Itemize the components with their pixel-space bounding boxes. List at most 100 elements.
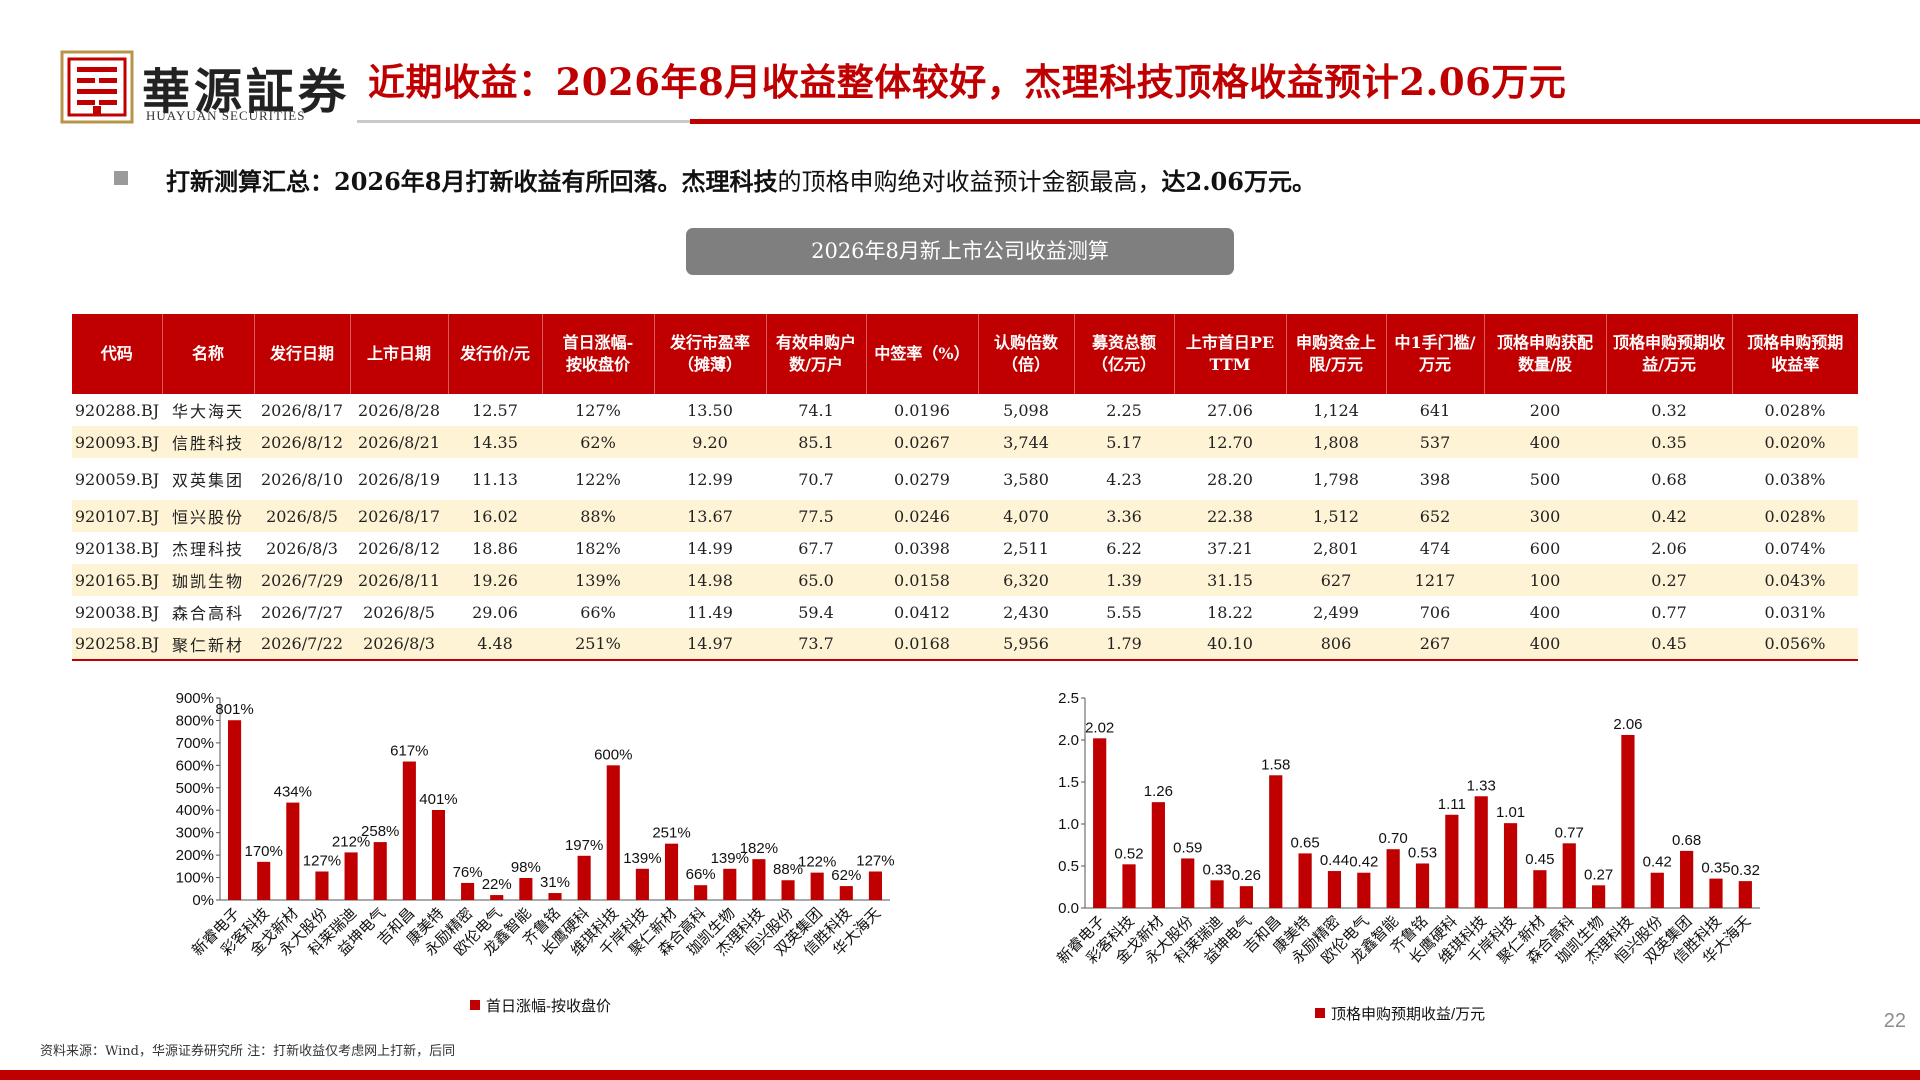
company-name-cell: 森合高科 [162, 596, 254, 628]
table-cell: 0.031% [1732, 596, 1858, 628]
table-cell: 66% [542, 596, 654, 628]
header-divider-red [690, 119, 1920, 124]
table-cell: 706 [1386, 596, 1484, 628]
table-cell: 2026/8/11 [350, 564, 448, 596]
bar-value-label: 600% [594, 746, 632, 763]
column-header: 顶格申购预期收 益/万元 [1606, 314, 1733, 394]
table-cell: 5,098 [978, 394, 1074, 426]
bar-value-label: 98% [511, 859, 541, 876]
table-cell: 139% [542, 564, 654, 596]
y-tick-label: 400% [176, 802, 214, 819]
table-cell: 14.99 [654, 532, 766, 564]
column-header: 申购资金上 限/万元 [1286, 314, 1387, 394]
bar-value-label: 0.35 [1701, 860, 1730, 877]
bar [431, 809, 446, 900]
bar [1386, 849, 1400, 908]
bar-value-label: 1.26 [1144, 783, 1173, 800]
table-cell: 0.074% [1732, 532, 1858, 564]
bar [664, 843, 679, 900]
bar-value-label: 0.44 [1320, 852, 1349, 869]
bar-value-label: 0.52 [1114, 845, 1143, 862]
table-cell: 537 [1386, 426, 1484, 458]
bar-value-label: 0.65 [1291, 834, 1320, 851]
table-cell: 0.0168 [866, 628, 978, 661]
bar-value-label: 617% [390, 743, 428, 760]
bar-value-label: 0.53 [1408, 844, 1437, 861]
stock-code-cell: 920288.BJ [72, 394, 162, 426]
table-row: 920093.BJ 信胜科技 2026/8/12 2026/8/21 14.35 62% 9… [72, 426, 1858, 458]
table-cell: 0.42 [1606, 500, 1732, 532]
bar-value-label: 182% [740, 840, 778, 857]
y-tick-label: 800% [176, 712, 214, 729]
table-cell: 77.5 [766, 500, 866, 532]
y-tick-label: 0% [192, 892, 214, 909]
bar-value-label: 0.27 [1584, 866, 1613, 883]
bar-value-label: 1.01 [1496, 804, 1525, 821]
chart2-legend-label: 顶格申购预期收益/万元 [1331, 1006, 1486, 1023]
bar [1298, 853, 1312, 908]
table-cell: 2026/8/10 [254, 458, 350, 500]
table-cell: 74.1 [766, 394, 866, 426]
table-cell: 251% [542, 628, 654, 661]
table-cell: 4,070 [978, 500, 1074, 532]
bar [402, 761, 416, 900]
chart1-legend: 首日涨幅-按收盘价 [470, 995, 611, 1016]
company-name-cell: 杰理科技 [162, 532, 254, 564]
bar-value-label: 31% [540, 874, 570, 891]
table-row: 920059.BJ 双英集团 2026/8/10 2026/8/19 11.13 122%… [72, 458, 1858, 500]
bar [752, 859, 766, 900]
bar-value-label: 122% [798, 854, 836, 871]
bar [1680, 850, 1694, 908]
table-cell: 0.0196 [866, 394, 978, 426]
stock-code-cell: 920165.BJ [72, 564, 162, 596]
table-cell: 0.0158 [866, 564, 978, 596]
brand-name-en: HUAYUAN SECURITIES [146, 108, 306, 123]
bar [373, 842, 387, 900]
table-cell: 1,798 [1286, 458, 1386, 500]
table-cell: 6,320 [978, 564, 1074, 596]
table-cell: 2026/8/5 [254, 500, 350, 532]
bar [1445, 814, 1459, 908]
table-cell: 65.0 [766, 564, 866, 596]
bar-value-label: 0.59 [1173, 839, 1202, 856]
table-cell: 1.39 [1074, 564, 1174, 596]
table-cell: 13.50 [654, 394, 766, 426]
table-cell: 100 [1484, 564, 1606, 596]
table-row: 920138.BJ 杰理科技 2026/8/3 2026/8/12 18.86 182% 1… [72, 532, 1858, 564]
table-cell: 806 [1286, 628, 1386, 661]
table-cell: 11.49 [654, 596, 766, 628]
table-cell: 0.020% [1732, 426, 1858, 458]
bar-value-label: 2.02 [1085, 719, 1114, 736]
table-cell: 6.22 [1074, 532, 1174, 564]
bar-value-label: 801% [215, 701, 253, 718]
bar [1093, 738, 1107, 908]
table-header-row: 代码 名称 发行日期 上市日期 发行价/元 首日涨幅- 按收盘价 发行市盈率 （摊薄） 有效申购户… [72, 314, 1858, 394]
bar [461, 882, 475, 900]
bar-value-label: 1.33 [1467, 777, 1496, 794]
table-cell: 0.32 [1606, 394, 1732, 426]
company-name-cell: 珈凯生物 [162, 564, 254, 596]
y-tick-label: 2.0 [1058, 732, 1079, 749]
table-cell: 627 [1286, 564, 1386, 596]
table-cell: 2,511 [978, 532, 1074, 564]
company-name-cell: 聚仁新材 [162, 628, 254, 661]
table-cell: 85.1 [766, 426, 866, 458]
stock-code-cell: 920138.BJ [72, 532, 162, 564]
y-tick-label: 700% [176, 735, 214, 752]
bar [1269, 775, 1283, 908]
table-cell: 2026/7/22 [254, 628, 350, 661]
stock-code-cell: 920093.BJ [72, 426, 162, 458]
table-cell: 2026/8/21 [350, 426, 448, 458]
bar [1650, 872, 1664, 908]
table-body: 920288.BJ 华大海天 2026/8/17 2026/8/28 12.57 127%… [72, 394, 1858, 661]
y-tick-label: 2.5 [1058, 690, 1079, 707]
bar [781, 880, 795, 900]
table-row: 920038.BJ 森合高科 2026/7/27 2026/8/5 29.06 66% 11… [72, 596, 1858, 628]
bar [694, 885, 708, 900]
page-title: 近期收益：2026年8月收益整体较好，杰理科技顶格收益预计2.06万元 [368, 60, 1567, 104]
table-cell: 12.57 [448, 394, 542, 426]
table-cell: 474 [1386, 532, 1484, 564]
table-cell: 31.15 [1174, 564, 1286, 596]
table-cell: 2,430 [978, 596, 1074, 628]
bar-value-label: 258% [361, 823, 399, 840]
